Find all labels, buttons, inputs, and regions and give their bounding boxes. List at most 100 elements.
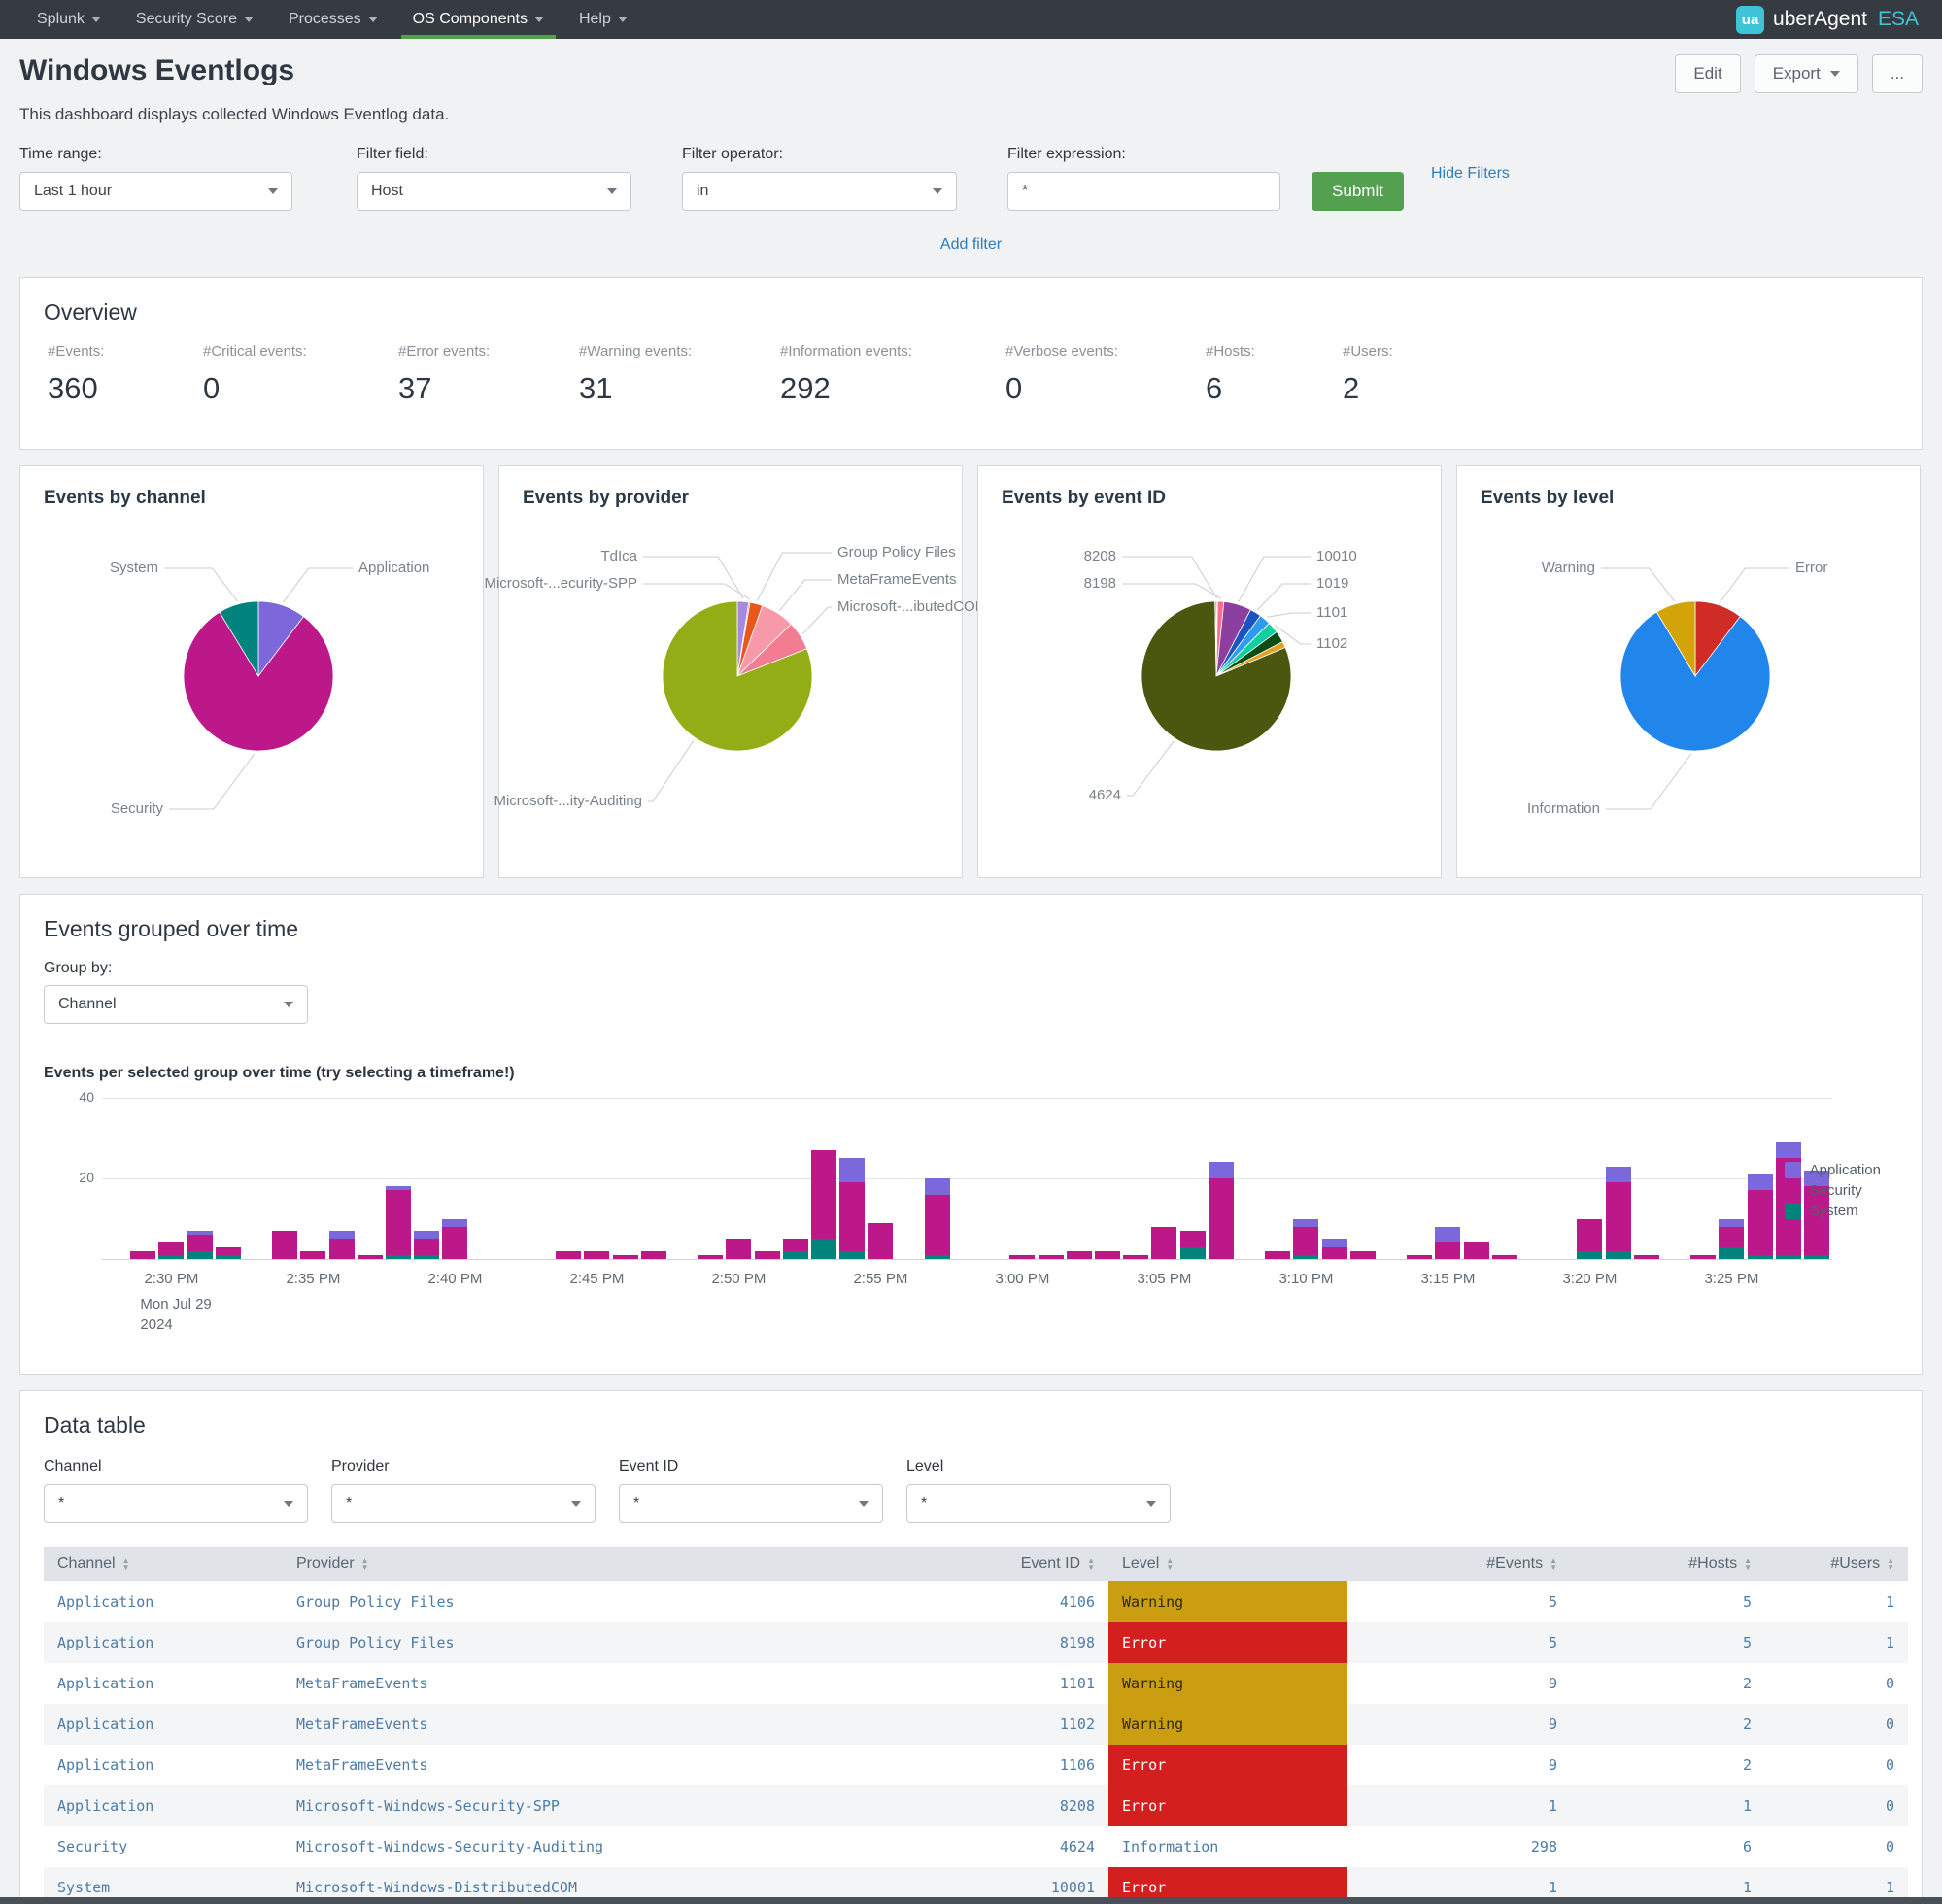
bar-segment-application[interactable] [329, 1231, 355, 1239]
add-filter-link[interactable]: Add filter [940, 236, 1002, 253]
bar-segment-security[interactable] [414, 1239, 439, 1255]
bar-segment-security[interactable] [1293, 1227, 1318, 1255]
filter-field-select[interactable]: Host [357, 172, 631, 211]
bar-segment-security[interactable] [158, 1242, 184, 1254]
column-header-hosts[interactable]: #Hosts▲▼ [1571, 1547, 1765, 1581]
nav-item-processes[interactable]: Processes [271, 0, 395, 39]
column-header-channel[interactable]: Channel▲▼ [44, 1547, 283, 1581]
bar-segment-security[interactable] [1009, 1255, 1035, 1259]
cell-level[interactable]: Warning [1108, 1704, 1347, 1745]
cell-events[interactable]: 5 [1347, 1622, 1571, 1663]
cell-event-id[interactable]: 1101 [866, 1663, 1108, 1704]
cell-channel[interactable]: Application [44, 1663, 283, 1704]
table-row[interactable]: ApplicationMetaFrameEvents1102Warning920 [44, 1704, 1908, 1745]
bar-segment-security[interactable] [1748, 1190, 1773, 1254]
cell-events[interactable]: 9 [1347, 1704, 1571, 1745]
bar-segment-security[interactable] [1407, 1255, 1432, 1259]
bar-segment-system[interactable] [1748, 1255, 1773, 1259]
bar-segment-security[interactable] [442, 1227, 467, 1259]
cell-events[interactable]: 5 [1347, 1581, 1571, 1622]
bar-segment-system[interactable] [1577, 1251, 1602, 1259]
cell-users[interactable]: 0 [1765, 1663, 1908, 1704]
column-header-level[interactable]: Level▲▼ [1108, 1547, 1347, 1581]
bar-segment-security[interactable] [698, 1255, 723, 1259]
column-header-eventid[interactable]: Event ID▲▼ [866, 1547, 1108, 1581]
bar-segment-security[interactable] [726, 1239, 751, 1259]
bar-segment-system[interactable] [1776, 1255, 1801, 1259]
bar-segment-security[interactable] [216, 1247, 241, 1255]
bar-segment-system[interactable] [158, 1255, 184, 1259]
column-header-events[interactable]: #Events▲▼ [1347, 1547, 1571, 1581]
cell-hosts[interactable]: 5 [1571, 1581, 1765, 1622]
cell-channel[interactable]: Application [44, 1622, 283, 1663]
bar-segment-security[interactable] [755, 1251, 780, 1259]
bar-segment-application[interactable] [1776, 1142, 1801, 1159]
bar-segment-application[interactable] [839, 1158, 865, 1182]
table-filter-select-provider[interactable]: * [331, 1484, 596, 1523]
bar-segment-system[interactable] [386, 1255, 411, 1259]
bar-segment-system[interactable] [414, 1255, 439, 1259]
bar-segment-security[interactable] [1435, 1242, 1460, 1259]
cell-level[interactable]: Warning [1108, 1663, 1347, 1704]
nav-item-os-components[interactable]: OS Components [395, 0, 562, 39]
bar-segment-security[interactable] [1095, 1251, 1120, 1259]
nav-item-help[interactable]: Help [562, 0, 645, 39]
bar-segment-application[interactable] [1606, 1167, 1631, 1183]
cell-channel[interactable]: Application [44, 1745, 283, 1785]
filter-expression-input[interactable] [1007, 172, 1280, 211]
cell-provider[interactable]: MetaFrameEvents [283, 1704, 866, 1745]
table-row[interactable]: ApplicationMicrosoft-Windows-Security-SP… [44, 1785, 1908, 1826]
table-row[interactable]: ApplicationGroup Policy Files8198Error55… [44, 1622, 1908, 1663]
bar-segment-security[interactable] [300, 1251, 325, 1259]
bar-segment-security[interactable] [1719, 1227, 1744, 1247]
bar-segment-application[interactable] [414, 1231, 439, 1239]
bar-segment-security[interactable] [1180, 1231, 1206, 1247]
cell-event-id[interactable]: 1102 [866, 1704, 1108, 1745]
bar-segment-security[interactable] [556, 1251, 581, 1259]
cell-event-id[interactable]: 8198 [866, 1622, 1108, 1663]
bar-segment-security[interactable] [1322, 1247, 1347, 1259]
nav-item-splunk[interactable]: Splunk [19, 0, 119, 39]
filter-operator-select[interactable]: in [682, 172, 957, 211]
bar-segment-security[interactable] [783, 1239, 808, 1250]
group-by-select[interactable]: Channel [44, 985, 308, 1024]
more-actions-button[interactable]: ... [1872, 54, 1923, 93]
bar-segment-security[interactable] [1039, 1255, 1064, 1259]
bar-segment-system[interactable] [187, 1251, 213, 1259]
bar-segment-application[interactable] [1209, 1162, 1234, 1178]
bar-segment-system[interactable] [1180, 1247, 1206, 1259]
cell-channel[interactable]: Application [44, 1704, 283, 1745]
bar-segment-application[interactable] [1322, 1239, 1347, 1246]
bar-segment-security[interactable] [584, 1251, 609, 1259]
bar-segment-security[interactable] [1151, 1227, 1176, 1259]
bar-segment-application[interactable] [1435, 1227, 1460, 1243]
cell-provider[interactable]: Group Policy Files [283, 1581, 866, 1622]
bar-segment-application[interactable] [187, 1231, 213, 1235]
bar-segment-security[interactable] [1464, 1242, 1489, 1259]
bar-segment-security[interactable] [329, 1239, 355, 1259]
bar-segment-security[interactable] [358, 1255, 383, 1259]
cell-hosts[interactable]: 2 [1571, 1663, 1765, 1704]
cell-events[interactable]: 9 [1347, 1663, 1571, 1704]
bar-segment-security[interactable] [839, 1182, 865, 1251]
table-filter-select-level[interactable]: * [906, 1484, 1171, 1523]
cell-level[interactable]: Information [1108, 1826, 1347, 1867]
bar-segment-application[interactable] [1748, 1174, 1773, 1191]
cell-channel[interactable]: Security [44, 1826, 283, 1867]
bar-segment-application[interactable] [1293, 1219, 1318, 1227]
table-row[interactable]: ApplicationMetaFrameEvents1101Warning920 [44, 1663, 1908, 1704]
bar-segment-security[interactable] [1265, 1251, 1290, 1259]
nav-item-security-score[interactable]: Security Score [119, 0, 271, 39]
cell-level[interactable]: Error [1108, 1745, 1347, 1785]
bar-segment-system[interactable] [839, 1251, 865, 1259]
cell-event-id[interactable]: 8208 [866, 1785, 1108, 1826]
cell-hosts[interactable]: 2 [1571, 1704, 1765, 1745]
bar-segment-security[interactable] [1350, 1251, 1376, 1259]
cell-level[interactable]: Warning [1108, 1581, 1347, 1622]
cell-users[interactable]: 1 [1765, 1622, 1908, 1663]
bar-segment-security[interactable] [925, 1195, 950, 1255]
bar-segment-application[interactable] [442, 1219, 467, 1227]
bar-segment-security[interactable] [272, 1231, 297, 1259]
bar-segment-security[interactable] [1492, 1255, 1517, 1259]
column-header-users[interactable]: #Users▲▼ [1765, 1547, 1908, 1581]
